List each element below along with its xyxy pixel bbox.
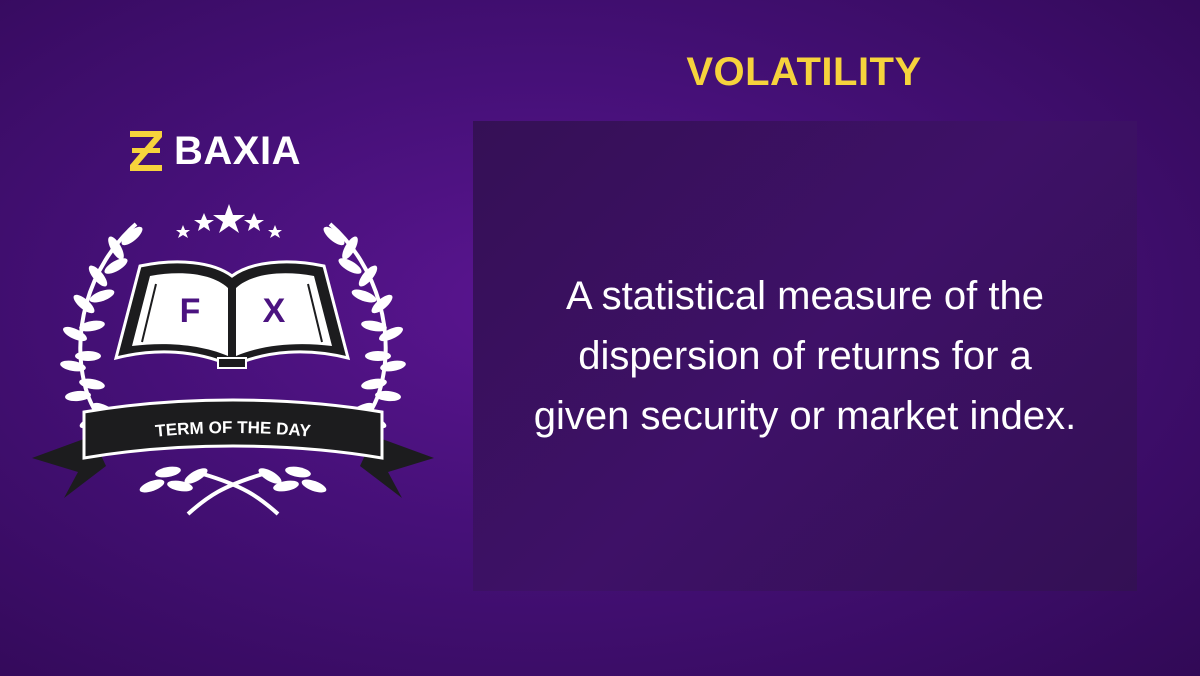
brand-logo: BAXIA <box>128 128 301 174</box>
open-book-icon: F X <box>113 260 351 369</box>
term-of-the-day-badge: F X TERM OF THE DAY <box>32 204 434 516</box>
book-letter-right: X <box>263 292 286 330</box>
ribbon-banner-icon: TERM OF THE DAY <box>32 398 434 498</box>
definition-text: A statistical measure of the dispersion … <box>533 274 1077 438</box>
book-letter-left: F <box>180 292 201 330</box>
ribbon-text: TERM OF THE DAY <box>154 418 312 441</box>
brand-name: BAXIA <box>174 129 301 173</box>
definition-panel: A statistical measure of the dispersion … <box>473 121 1137 591</box>
star-icon <box>176 204 282 238</box>
baxia-z-mark-icon <box>130 131 162 171</box>
term-title: VOLATILITY <box>686 50 922 94</box>
